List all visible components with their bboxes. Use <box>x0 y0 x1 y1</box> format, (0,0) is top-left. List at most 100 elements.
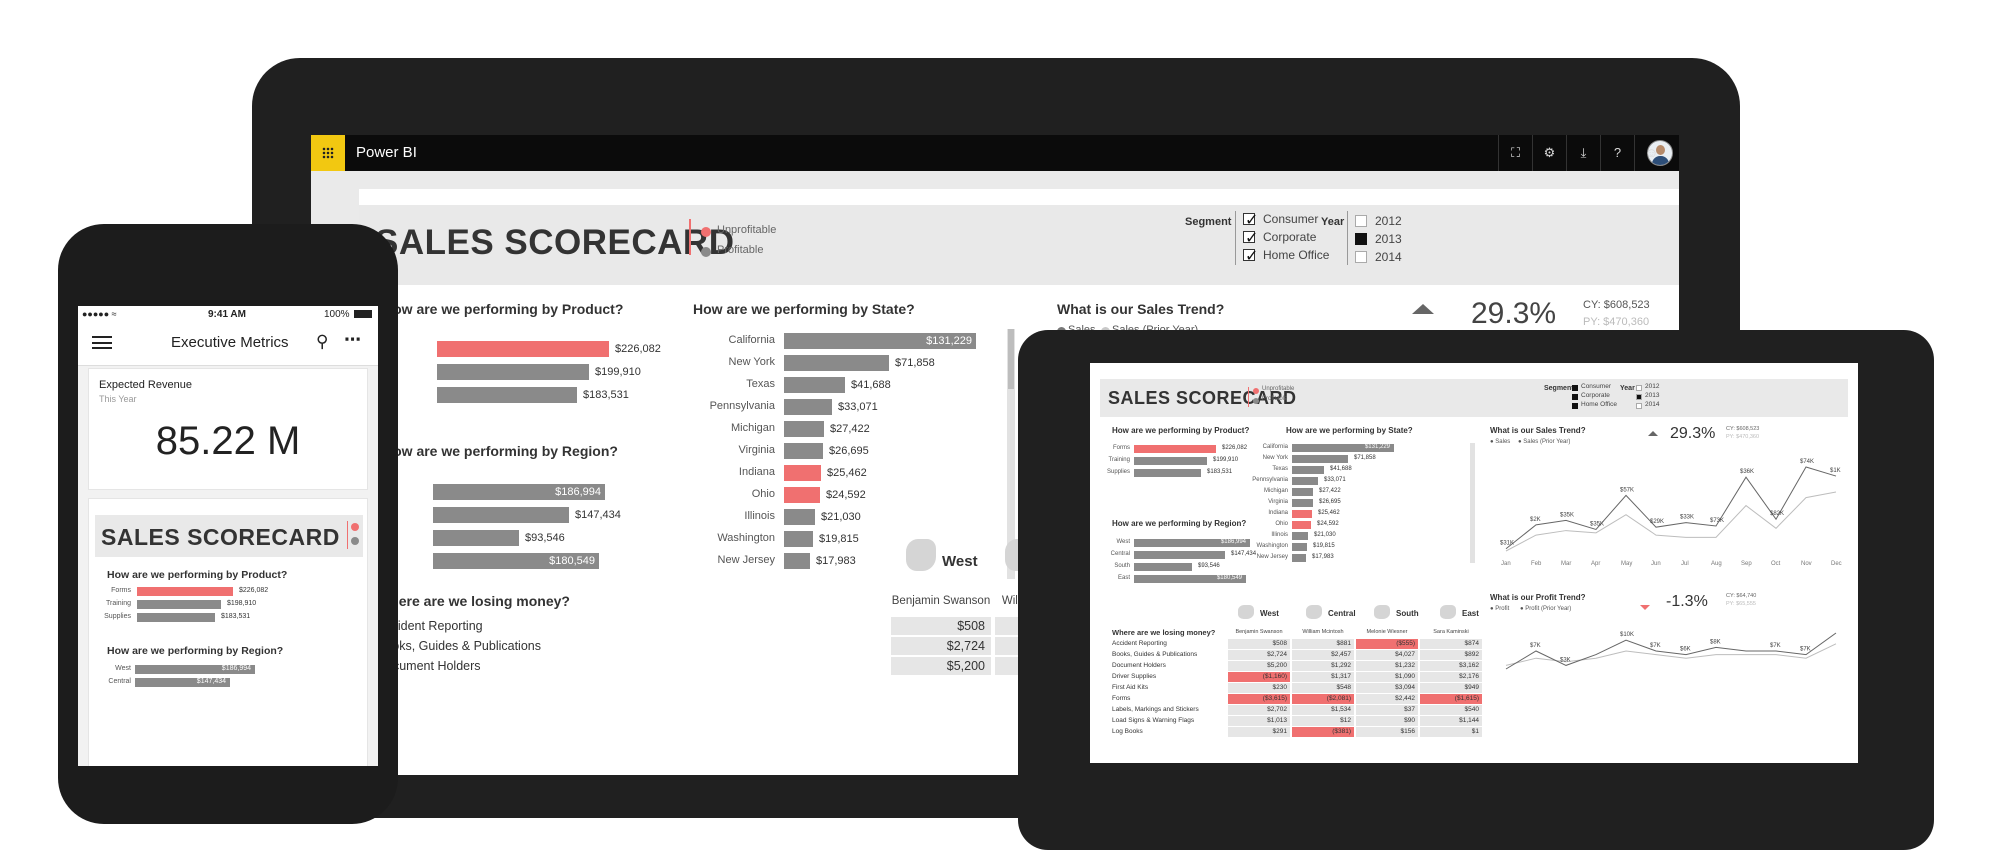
segment-checkbox-2[interactable] <box>1243 246 1258 266</box>
t2-loss-cell[interactable]: $1,090 <box>1356 672 1418 682</box>
hamburger-menu-icon[interactable] <box>92 336 112 349</box>
t2-year-option[interactable]: 2014 <box>1645 401 1660 408</box>
t2-loss-cell[interactable]: $90 <box>1356 716 1418 726</box>
bar[interactable] <box>433 484 605 500</box>
bar[interactable] <box>1292 554 1306 562</box>
t2-loss-cell[interactable]: $37 <box>1356 705 1418 715</box>
bar[interactable] <box>1134 457 1207 465</box>
t2-loss-cell[interactable]: $540 <box>1420 705 1482 715</box>
t2-loss-cell[interactable]: $2,702 <box>1228 705 1290 715</box>
year-option-2013[interactable]: 2013 <box>1375 232 1402 246</box>
t2-loss-cell[interactable]: $1,317 <box>1292 672 1354 682</box>
t2-loss-cell[interactable]: $1,534 <box>1292 705 1354 715</box>
t2-loss-cell[interactable]: $892 <box>1420 650 1482 660</box>
bar[interactable] <box>137 600 221 609</box>
bar[interactable] <box>1292 543 1307 551</box>
segment-option-1[interactable]: Corporate <box>1263 230 1317 244</box>
year-box-2013[interactable] <box>1355 233 1367 245</box>
bar[interactable] <box>1292 444 1394 452</box>
bar[interactable] <box>1134 563 1192 571</box>
bar[interactable] <box>784 355 889 371</box>
bar[interactable] <box>784 553 810 569</box>
kpi-tile[interactable]: Expected Revenue This Year 85.22 M <box>88 368 368 490</box>
more-options-icon[interactable]: ⋯ <box>344 330 361 349</box>
t2-loss-cell[interactable]: $3,094 <box>1356 683 1418 693</box>
segment-checkbox-1[interactable] <box>1243 228 1258 248</box>
loss-cell[interactable]: $5,200 <box>891 657 991 675</box>
bar[interactable] <box>784 487 820 503</box>
loss-cell[interactable]: $508 <box>891 617 991 635</box>
bar[interactable] <box>437 341 609 357</box>
bar[interactable] <box>135 665 255 674</box>
t2-loss-cell[interactable]: $881 <box>1292 639 1354 649</box>
t2-loss-cell[interactable]: $2,457 <box>1292 650 1354 660</box>
t2-loss-cell[interactable]: $4,027 <box>1356 650 1418 660</box>
t2-loss-cell[interactable]: ($555) <box>1356 639 1418 649</box>
bar[interactable] <box>1134 469 1201 477</box>
t2-segment-option[interactable]: Home Office <box>1581 401 1618 408</box>
segment-option-0[interactable]: Consumer <box>1263 212 1319 226</box>
t2-loss-cell[interactable]: $156 <box>1356 727 1418 737</box>
t2-state-scrollbar[interactable] <box>1470 443 1475 563</box>
t2-loss-cell[interactable]: $1,144 <box>1420 716 1482 726</box>
t2-year-box[interactable] <box>1636 385 1642 391</box>
t2-loss-cell[interactable]: $548 <box>1292 683 1354 693</box>
t2-loss-cell[interactable]: ($1,615) <box>1420 694 1482 704</box>
bar[interactable] <box>437 387 577 403</box>
download-icon[interactable]: ⤓ <box>1566 135 1600 171</box>
t2-loss-cell[interactable]: ($381) <box>1292 727 1354 737</box>
bar[interactable] <box>784 377 845 393</box>
t2-segment-checkbox[interactable] <box>1572 403 1578 409</box>
t2-loss-cell[interactable]: ($2,081) <box>1292 694 1354 704</box>
t2-loss-cell[interactable]: ($3,615) <box>1228 694 1290 704</box>
bar[interactable] <box>1292 532 1308 540</box>
t2-loss-cell[interactable]: $1,013 <box>1228 716 1290 726</box>
t2-segment-checkbox[interactable] <box>1572 394 1578 400</box>
app-launcher-button[interactable] <box>311 135 345 171</box>
t2-loss-cell[interactable]: $874 <box>1420 639 1482 649</box>
t2-year-option[interactable]: 2013 <box>1645 392 1660 399</box>
state-scrollbar-thumb[interactable] <box>1008 329 1014 389</box>
t2-year-box[interactable] <box>1636 394 1642 400</box>
scorecard-tile[interactable]: SALES SCORECARD How are we performing by… <box>88 498 368 766</box>
t2-loss-cell[interactable]: $3,162 <box>1420 661 1482 671</box>
bar[interactable] <box>784 465 821 481</box>
t2-loss-cell[interactable]: $2,176 <box>1420 672 1482 682</box>
t2-loss-cell[interactable]: $12 <box>1292 716 1354 726</box>
t2-loss-cell[interactable]: $2,724 <box>1228 650 1290 660</box>
bar[interactable] <box>1292 455 1348 463</box>
t2-segment-option[interactable]: Corporate <box>1581 392 1610 399</box>
t2-segment-option[interactable]: Consumer <box>1581 383 1611 390</box>
bar[interactable] <box>1134 575 1246 583</box>
avatar[interactable] <box>1647 140 1673 166</box>
bar[interactable] <box>135 678 230 687</box>
t2-loss-cell[interactable]: $230 <box>1228 683 1290 693</box>
bar[interactable] <box>1134 539 1250 547</box>
t2-segment-checkbox[interactable] <box>1572 385 1578 391</box>
bar[interactable] <box>1292 499 1313 507</box>
t2-loss-cell[interactable]: ($1,160) <box>1228 672 1290 682</box>
bar[interactable] <box>784 333 976 349</box>
year-box-2012[interactable] <box>1355 215 1367 227</box>
t2-loss-cell[interactable]: $1 <box>1420 727 1482 737</box>
bar[interactable] <box>1292 521 1311 529</box>
year-option-2012[interactable]: 2012 <box>1375 214 1402 228</box>
t2-loss-cell[interactable]: $949 <box>1420 683 1482 693</box>
segment-option-2[interactable]: Home Office <box>1263 248 1330 262</box>
bar[interactable] <box>137 587 233 596</box>
bar[interactable] <box>784 531 813 547</box>
t2-loss-cell[interactable]: $1,292 <box>1292 661 1354 671</box>
t2-loss-cell[interactable]: $508 <box>1228 639 1290 649</box>
segment-checkbox-0[interactable] <box>1243 210 1258 230</box>
bar[interactable] <box>437 364 589 380</box>
bar[interactable] <box>1134 445 1216 453</box>
bar[interactable] <box>1292 477 1318 485</box>
bar[interactable] <box>1292 510 1312 518</box>
bar[interactable] <box>137 613 215 622</box>
smiley-icon[interactable]: ☺ <box>1634 135 1668 171</box>
bar[interactable] <box>1292 466 1324 474</box>
t2-year-option[interactable]: 2012 <box>1645 383 1660 390</box>
year-option-2014[interactable]: 2014 <box>1375 250 1402 264</box>
t2-loss-cell[interactable]: $2,442 <box>1356 694 1418 704</box>
bar[interactable] <box>433 530 519 546</box>
